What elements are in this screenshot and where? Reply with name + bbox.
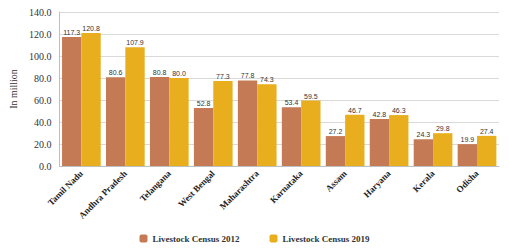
- svg-text:120.0: 120.0: [29, 29, 52, 40]
- svg-text:In million: In million: [8, 69, 19, 109]
- svg-text:20.0: 20.0: [34, 139, 52, 150]
- svg-text:60.0: 60.0: [34, 95, 52, 106]
- svg-text:117.3: 117.3: [63, 29, 80, 36]
- svg-text:0.0: 0.0: [39, 161, 52, 172]
- svg-text:140.0: 140.0: [29, 7, 52, 18]
- svg-text:80.0: 80.0: [34, 73, 52, 84]
- svg-text:Odisha: Odisha: [454, 168, 481, 195]
- svg-text:120.8: 120.8: [82, 25, 100, 32]
- svg-text:19.9: 19.9: [461, 136, 475, 143]
- svg-text:40.0: 40.0: [34, 117, 52, 128]
- svg-text:52.8: 52.8: [197, 100, 211, 107]
- svg-text:77.8: 77.8: [241, 72, 255, 79]
- svg-text:24.3: 24.3: [417, 131, 431, 138]
- svg-text:59.5: 59.5: [304, 93, 318, 100]
- svg-text:Telangana: Telangana: [138, 168, 173, 203]
- svg-text:42.8: 42.8: [373, 111, 387, 118]
- svg-text:West Bengal: West Bengal: [176, 168, 217, 209]
- svg-text:Haryana: Haryana: [362, 168, 393, 199]
- svg-text:Kerala: Kerala: [411, 168, 437, 194]
- svg-text:Maharashtra: Maharashtra: [218, 168, 261, 211]
- svg-text:27.4: 27.4: [480, 128, 494, 135]
- svg-text:29.8: 29.8: [436, 125, 450, 132]
- svg-text:100.0: 100.0: [29, 51, 52, 62]
- svg-text:107.9: 107.9: [126, 39, 144, 46]
- svg-text:Assam: Assam: [324, 168, 349, 193]
- svg-text:80.6: 80.6: [109, 69, 123, 76]
- svg-text:Tamil Nadu: Tamil Nadu: [46, 168, 85, 207]
- svg-text:74.3: 74.3: [260, 76, 274, 83]
- svg-text:Livestock Census 2012: Livestock Census 2012: [152, 234, 240, 244]
- svg-text:80.0: 80.0: [172, 70, 186, 77]
- svg-text:46.3: 46.3: [392, 107, 406, 114]
- svg-text:27.2: 27.2: [329, 128, 343, 135]
- svg-text:Livestock Census 2019: Livestock Census 2019: [283, 234, 371, 244]
- svg-text:80.8: 80.8: [153, 69, 167, 76]
- svg-text:77.3: 77.3: [216, 73, 230, 80]
- svg-text:Karnataka: Karnataka: [268, 168, 305, 205]
- svg-text:Andhra Pradesh: Andhra Pradesh: [77, 168, 129, 220]
- svg-text:53.4: 53.4: [285, 99, 299, 106]
- svg-text:46.7: 46.7: [348, 107, 362, 114]
